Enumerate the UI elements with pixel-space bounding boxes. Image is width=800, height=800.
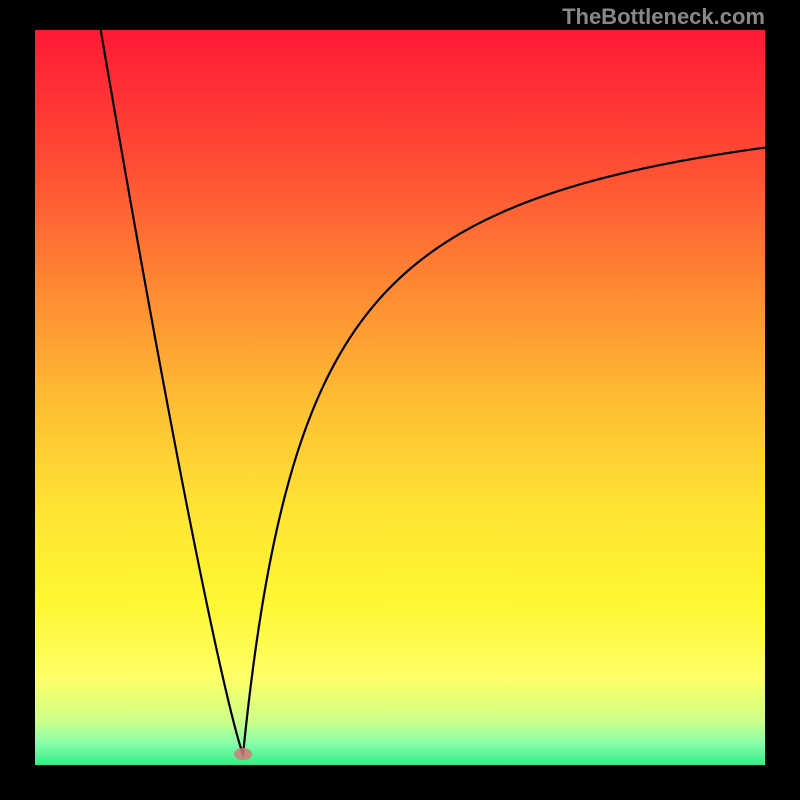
watermark: TheBottleneck.com bbox=[562, 4, 765, 30]
plot-area bbox=[35, 30, 765, 765]
plot-svg bbox=[35, 30, 765, 765]
gradient-background bbox=[35, 30, 765, 765]
chart-container: TheBottleneck.com bbox=[0, 0, 800, 800]
minimum-marker bbox=[234, 748, 252, 760]
